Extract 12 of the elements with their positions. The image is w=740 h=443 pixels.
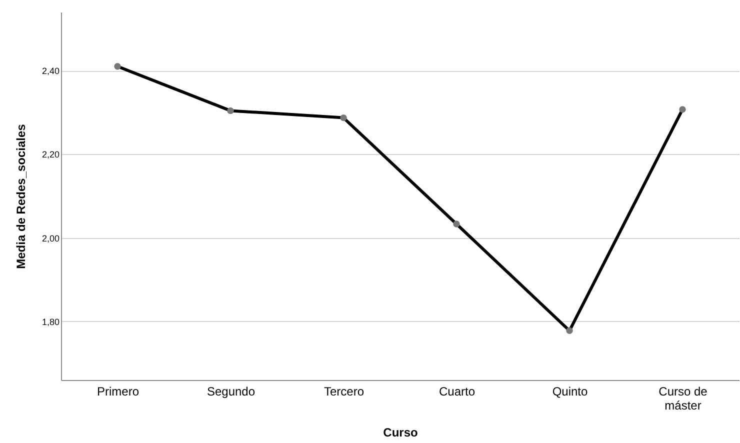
y-tick-label: 2,20 bbox=[42, 150, 60, 160]
y-tick-label: 2,40 bbox=[42, 66, 60, 76]
y-axis-title: Media de Redes_sociales bbox=[14, 124, 28, 269]
x-axis-title: Curso bbox=[383, 426, 418, 440]
x-tick-label: Tercero bbox=[324, 384, 364, 398]
x-tick-label: Segundo bbox=[206, 384, 256, 398]
x-tick-label: Quinto bbox=[552, 384, 588, 398]
y-tick-label: 2,00 bbox=[42, 233, 60, 244]
y-tick-label: 1,80 bbox=[42, 316, 60, 327]
x-tick-label: Primero bbox=[96, 384, 140, 398]
x-tick-label: Curso de máster bbox=[658, 384, 708, 412]
x-tick-label: Cuarto bbox=[438, 384, 476, 398]
